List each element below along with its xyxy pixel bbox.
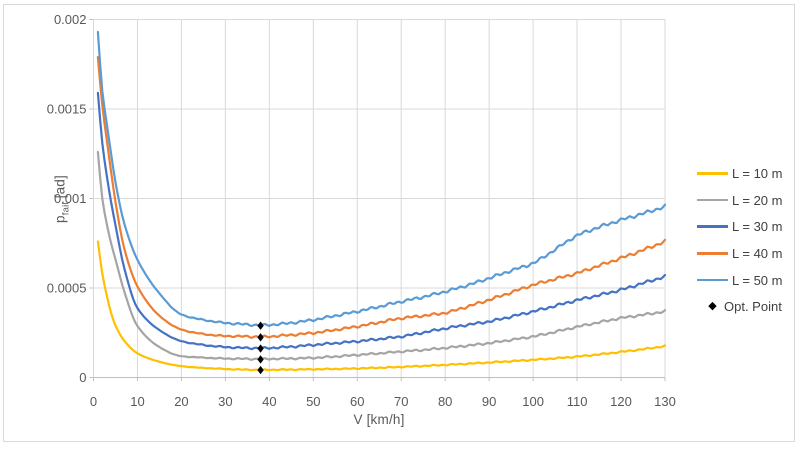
x-tick-label: 0: [90, 394, 97, 409]
legend-swatch-l50: [697, 278, 728, 282]
series-line-l50: [96, 30, 667, 328]
x-tick-label: 100: [522, 394, 544, 409]
x-axis-title: V [km/h]: [353, 412, 405, 427]
x-tick-label: 40: [262, 394, 276, 409]
y-tick-label: 0.002: [54, 12, 87, 27]
y-axis-title: pfail [ad]: [53, 175, 72, 223]
legend-item-l10: L = 10 m: [697, 160, 782, 187]
x-tick-label: 120: [610, 394, 632, 409]
legend-label-l20: L = 20 m: [732, 192, 783, 208]
legend-label-l50: L = 50 m: [732, 272, 783, 288]
legend-label-l40: L = 40 m: [732, 245, 783, 261]
opt-point-diamond-icon: ◆: [708, 300, 717, 313]
y-axis-title-subscript: fail: [60, 202, 72, 216]
x-tick-label: 130: [654, 394, 676, 409]
legend-label-l10: L = 10 m: [732, 165, 783, 181]
series-line-l10: [96, 240, 667, 372]
opt-point-marker: [257, 365, 264, 375]
legend-item-l50: L = 50 m: [697, 267, 782, 294]
legend-item-opt-point: ◆ Opt. Point: [697, 293, 782, 320]
x-tick-label: 30: [218, 394, 232, 409]
legend-item-l30: L = 30 m: [697, 213, 782, 240]
opt-point-marker: [257, 344, 264, 353]
x-tick-label: 50: [306, 394, 320, 409]
y-axis-title-base: p: [52, 215, 68, 223]
x-tick-label: 60: [350, 394, 364, 409]
opt-point-marker: [257, 355, 264, 364]
legend-label-opt-point: Opt. Point: [724, 299, 782, 315]
legend-swatch-l40: [697, 252, 728, 255]
x-tick-label: 80: [438, 394, 452, 409]
legend-swatch-l30: [697, 225, 728, 228]
figure-border: [3, 4, 795, 442]
y-axis-title-unit: [ad]: [52, 175, 68, 203]
x-tick-label: 20: [174, 394, 188, 409]
opt-point-marker: [257, 333, 264, 342]
y-tick-label: 0.0005: [47, 281, 87, 296]
x-tick-label: 90: [482, 394, 496, 409]
series-line-l30: [96, 91, 667, 351]
legend-item-l20: L = 20 m: [697, 187, 782, 214]
x-tick-label: 70: [394, 394, 408, 409]
legend-item-l40: L = 40 m: [697, 240, 782, 267]
legend-swatch-l20: [697, 198, 728, 202]
y-tick-label: 0.001: [54, 191, 87, 206]
legend-label-l30: L = 30 m: [732, 219, 783, 235]
legend-swatch-l10: [697, 172, 728, 175]
series-line-l40: [96, 56, 667, 339]
x-tick-label: 10: [130, 394, 144, 409]
y-tick-label: 0.0015: [47, 102, 87, 117]
series-line-l20: [96, 150, 667, 361]
y-tick-label: 0: [79, 370, 86, 385]
opt-point-marker: [257, 321, 264, 330]
legend: L = 10 m L = 20 m L = 30 m L = 40 m L = …: [697, 160, 782, 320]
x-tick-label: 110: [567, 394, 588, 409]
